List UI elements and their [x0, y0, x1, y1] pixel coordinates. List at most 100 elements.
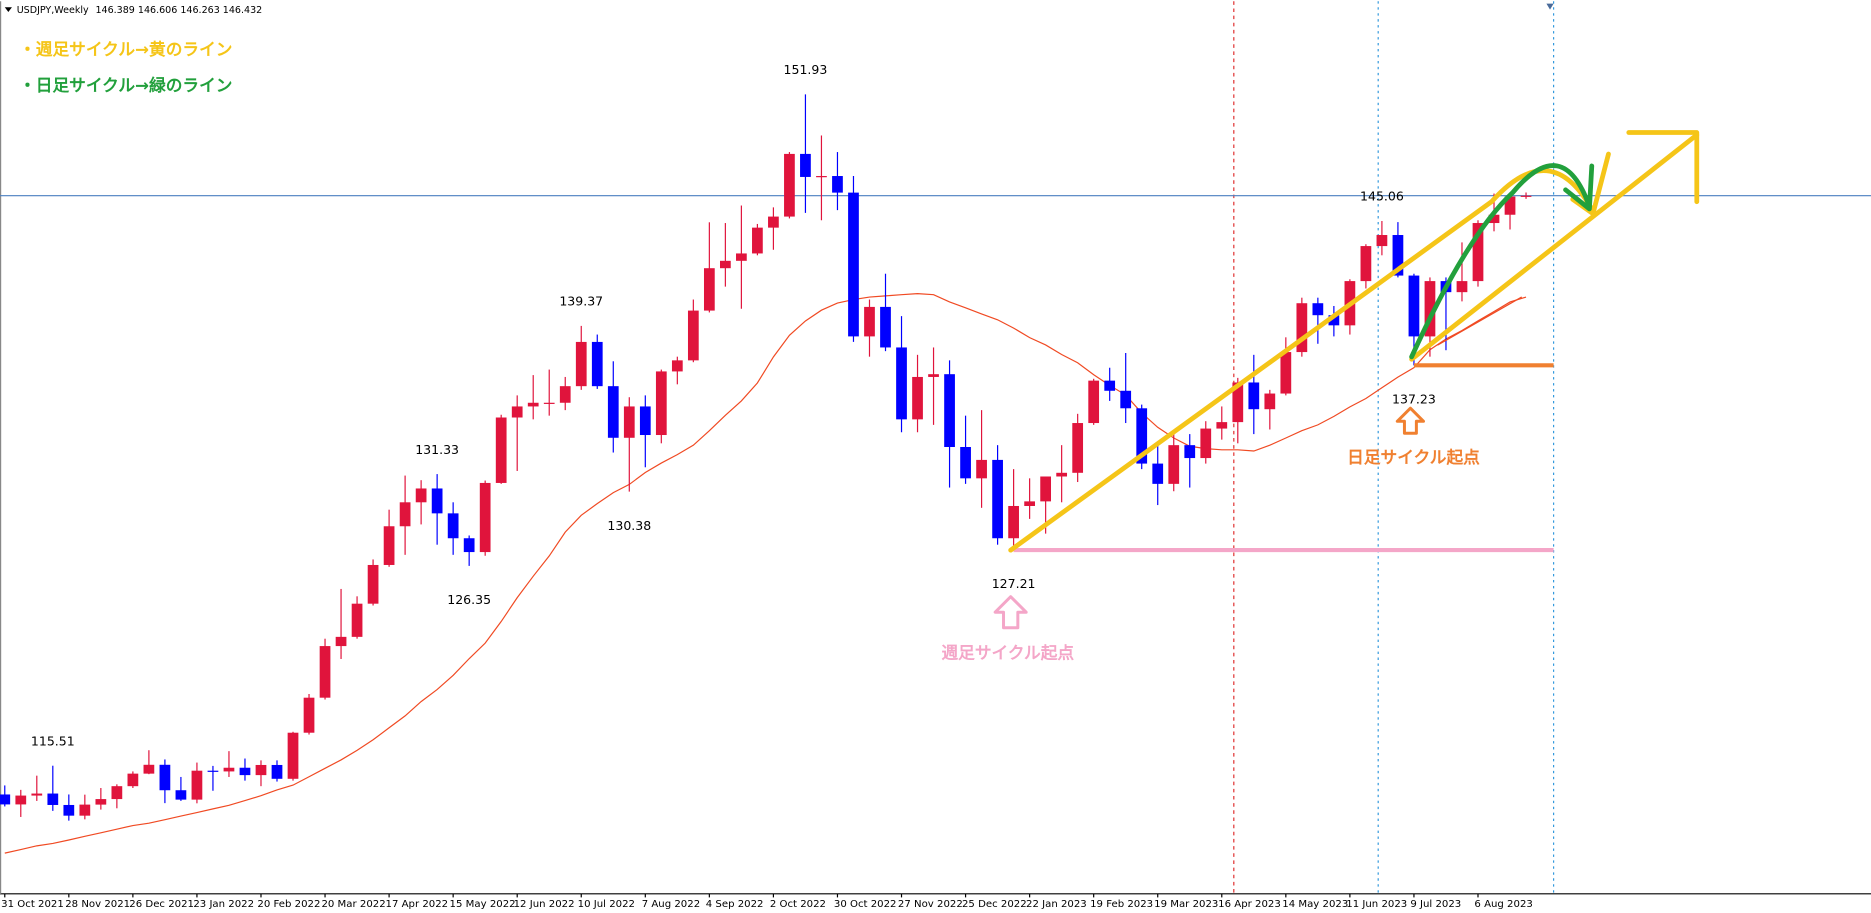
candle-body: [1136, 408, 1148, 464]
candle-body: [687, 310, 699, 361]
x-tick-label: 23 Jan 2022: [193, 899, 254, 910]
arrow-head: [1563, 163, 1595, 212]
candle-body: [479, 482, 491, 553]
arrow-head: [1626, 130, 1700, 205]
x-tick-label: 31 Oct 2021: [1, 899, 64, 910]
candle-body: [671, 360, 683, 372]
moving-average: [4, 293, 1527, 854]
low-label: 126.35: [447, 592, 491, 607]
candle-body: [784, 153, 795, 217]
candle-body: [1040, 476, 1052, 502]
high-label: 139.37: [559, 294, 603, 309]
candle-body: [447, 513, 459, 539]
candle-body: [559, 386, 571, 403]
candle-body: [495, 417, 507, 483]
high-label: 115.51: [31, 733, 75, 748]
candle-body: [607, 386, 619, 438]
start-label: 週足サイクル起点: [941, 643, 1074, 663]
x-tick-label: 6 Aug 2023: [1474, 899, 1532, 910]
candle-body: [960, 446, 971, 479]
x-tick-label: 30 Oct 2022: [834, 899, 897, 910]
candle-body: [1024, 501, 1035, 506]
x-tick-label: 22 Jan 2023: [1026, 899, 1087, 910]
high-label: 131.33: [415, 442, 459, 457]
candle-body: [79, 804, 91, 816]
x-tick-label: 11 Jun 2023: [1346, 899, 1407, 910]
candle-body: [928, 374, 939, 377]
candle-body: [864, 306, 875, 337]
candle-body: [1152, 463, 1164, 484]
low-label: 130.38: [607, 518, 651, 533]
low-label: 137.23: [1392, 392, 1436, 407]
candle-body: [1104, 380, 1116, 391]
x-tick-label: 20 Mar 2022: [321, 899, 385, 910]
candle-body: [1072, 423, 1084, 473]
candle-body: [63, 804, 75, 816]
candle-body: [1360, 246, 1372, 282]
candle-body: [1312, 303, 1324, 316]
candle-body: [736, 253, 747, 261]
candle-body: [832, 176, 843, 193]
candle-body: [1296, 303, 1308, 353]
candle-body: [1088, 380, 1100, 424]
candle-body: [623, 406, 635, 438]
x-tick-label: 27 Nov 2022: [898, 899, 963, 910]
candle-body: [223, 767, 235, 772]
candle-body: [848, 192, 859, 337]
candle-body: [1008, 505, 1019, 539]
candle-body: [1376, 235, 1388, 247]
candle-body: [1328, 315, 1340, 326]
candle-body: [1472, 223, 1484, 282]
menu-triangle: [4, 7, 12, 13]
high-label: 151.93: [784, 62, 828, 77]
candle-body: [271, 764, 283, 779]
candle-body: [1424, 281, 1436, 337]
candle-body: [303, 697, 315, 733]
candle-body: [415, 488, 427, 503]
low-label: 127.21: [992, 576, 1036, 591]
candle-body: [431, 488, 443, 514]
candle-body: [912, 376, 923, 420]
candle-body: [880, 306, 891, 348]
ohlc-info: 146.389 146.606 146.263 146.432: [95, 5, 262, 16]
candle-body: [1168, 445, 1180, 484]
candle-body: [191, 770, 203, 800]
candle-body: [1520, 195, 1532, 197]
candle-body: [1488, 214, 1500, 224]
x-tick-label: 12 Jun 2022: [514, 899, 575, 910]
candle-body: [15, 795, 27, 805]
candle-body: [1504, 196, 1516, 215]
symbol: USDJPY,Weekly: [17, 5, 89, 16]
note: ・週足サイクル→黄のライン: [19, 39, 232, 59]
candle-body: [351, 603, 363, 637]
up-arrow: [993, 595, 1028, 630]
candle-body: [367, 564, 379, 604]
candle-body: [0, 794, 11, 805]
candle-body: [175, 790, 187, 800]
note: ・日足サイクル→緑のライン: [19, 75, 232, 95]
x-tick-label: 17 Apr 2022: [386, 899, 449, 910]
candle-body: [591, 341, 603, 387]
x-tick-label: 25 Dec 2022: [962, 899, 1027, 910]
x-tick-label: 28 Nov 2021: [65, 899, 130, 910]
candle-body: [1200, 428, 1212, 459]
candle-body: [1248, 382, 1260, 410]
x-tick-label: 15 May 2022: [450, 899, 516, 910]
candle-body: [383, 526, 395, 565]
candle-body: [655, 371, 667, 436]
x-tick-label: 14 May 2023: [1282, 899, 1348, 910]
daily-cycle-line: [1409, 163, 1592, 360]
candle-body: [752, 227, 763, 254]
shift-marker: [1546, 3, 1554, 10]
x-tick-label: 20 Feb 2022: [257, 899, 320, 910]
candle-body: [399, 502, 411, 527]
candle-body: [143, 764, 155, 774]
candle-body: [543, 402, 555, 404]
x-tick-label: 7 Aug 2022: [642, 899, 700, 910]
candle-body: [1056, 472, 1068, 477]
candle-body: [1280, 352, 1292, 394]
candle-body: [768, 216, 779, 228]
up-arrow: [1395, 406, 1426, 435]
x-tick-label: 9 Jul 2023: [1410, 899, 1461, 910]
